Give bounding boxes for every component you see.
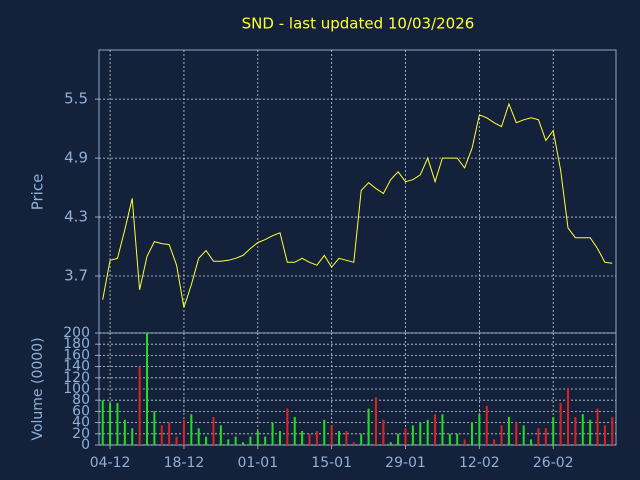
volume-bar bbox=[522, 425, 525, 445]
y-tick-label: 140 bbox=[63, 359, 90, 375]
volume-bar bbox=[160, 425, 163, 445]
volume-bar bbox=[146, 333, 149, 445]
y-tick-label: 120 bbox=[63, 370, 90, 386]
volume-bar bbox=[138, 366, 141, 445]
volume-bar bbox=[426, 419, 429, 445]
y-axis-label: Volume (0000) bbox=[30, 337, 46, 440]
y-tick-label: 4.9 bbox=[64, 149, 88, 167]
x-tick-label: 26-02 bbox=[533, 455, 574, 471]
volume-bar bbox=[581, 414, 584, 445]
volume-bar bbox=[301, 431, 304, 445]
volume-bar bbox=[101, 400, 104, 445]
volume-bar bbox=[537, 428, 540, 445]
volume-bar bbox=[367, 408, 370, 445]
y-tick-label: 80 bbox=[72, 392, 90, 408]
volume-bar bbox=[515, 422, 518, 445]
volume-bar bbox=[227, 439, 230, 445]
y-tick-label: 0 bbox=[81, 437, 90, 453]
x-tick-label: 12-02 bbox=[459, 455, 500, 471]
x-tick-label: 04-12 bbox=[90, 455, 131, 471]
volume-bar bbox=[123, 419, 126, 445]
volume-bar bbox=[315, 431, 318, 445]
y-tick-label: 5.5 bbox=[64, 90, 88, 108]
volume-bar bbox=[131, 428, 134, 445]
volume-bar bbox=[338, 431, 341, 445]
volume-bar bbox=[197, 428, 200, 445]
volume-bar bbox=[345, 431, 348, 445]
volume-bar bbox=[589, 419, 592, 445]
volume-bar bbox=[264, 436, 267, 445]
volume-bar bbox=[168, 422, 171, 445]
volume-bar bbox=[374, 397, 377, 445]
volume-bar bbox=[360, 433, 363, 445]
y-tick-label: 200 bbox=[63, 325, 90, 341]
y-axis-label: Price bbox=[29, 174, 47, 211]
volume-bar bbox=[596, 408, 599, 445]
volume-bar bbox=[478, 414, 481, 445]
volume-bar bbox=[352, 442, 355, 445]
x-tick-label: 18-12 bbox=[164, 455, 205, 471]
volume-bar bbox=[544, 428, 547, 445]
volume-bar bbox=[116, 403, 119, 445]
volume-bar bbox=[256, 431, 259, 445]
x-tick-label: 01-01 bbox=[237, 455, 278, 471]
volume-bar bbox=[219, 425, 222, 445]
volume-bar bbox=[507, 417, 510, 445]
volume-bar bbox=[323, 419, 326, 445]
volume-bar bbox=[603, 425, 606, 445]
volume-bar bbox=[389, 442, 392, 445]
x-tick-label: 15-01 bbox=[311, 455, 352, 471]
volume-bar bbox=[574, 417, 577, 445]
volume-bar bbox=[485, 405, 488, 445]
volume-bar bbox=[109, 403, 112, 445]
volume-bar bbox=[242, 442, 245, 445]
volume-bar bbox=[182, 419, 185, 445]
volume-bar bbox=[448, 433, 451, 445]
y-tick-label: 100 bbox=[63, 381, 90, 397]
volume-bar bbox=[411, 425, 414, 445]
volume-bar bbox=[566, 389, 569, 445]
volume-bar bbox=[404, 428, 407, 445]
volume-bar bbox=[470, 422, 473, 445]
volume-bar bbox=[382, 419, 385, 445]
volume-bar bbox=[559, 403, 562, 445]
chart-title: SND - last updated 10/03/2026 bbox=[242, 15, 475, 33]
y-tick-label: 20 bbox=[72, 426, 90, 442]
volume-bar bbox=[212, 417, 215, 445]
y-tick-label: 60 bbox=[72, 403, 90, 419]
volume-bar bbox=[419, 422, 422, 445]
volume-bar bbox=[271, 422, 274, 445]
volume-bar bbox=[493, 439, 496, 445]
y-tick-label: 160 bbox=[63, 347, 90, 363]
volume-bar bbox=[552, 417, 555, 445]
y-tick-label: 180 bbox=[63, 336, 90, 352]
volume-bar bbox=[530, 439, 533, 445]
y-tick-label: 3.7 bbox=[64, 267, 88, 285]
volume-bar bbox=[308, 433, 311, 445]
volume-bar bbox=[330, 425, 333, 445]
volume-bar bbox=[463, 439, 466, 445]
volume-bar bbox=[175, 436, 178, 445]
x-tick-label: 29-01 bbox=[385, 455, 426, 471]
volume-bar bbox=[205, 436, 208, 445]
volume-bar bbox=[500, 425, 503, 445]
y-tick-label: 40 bbox=[72, 415, 90, 431]
volume-bar bbox=[397, 433, 400, 445]
volume-bar bbox=[153, 411, 156, 445]
volume-bar bbox=[286, 408, 289, 445]
y-tick-label: 4.3 bbox=[64, 208, 88, 226]
volume-bar bbox=[278, 431, 281, 445]
volume-bar bbox=[249, 436, 252, 445]
volume-bar bbox=[441, 414, 444, 445]
volume-bar bbox=[293, 417, 296, 445]
volume-bar bbox=[434, 414, 437, 445]
volume-bar bbox=[456, 433, 459, 445]
price-line bbox=[102, 102, 613, 308]
volume-bar bbox=[234, 436, 237, 445]
volume-bar bbox=[611, 417, 614, 445]
volume-bar bbox=[190, 414, 193, 445]
